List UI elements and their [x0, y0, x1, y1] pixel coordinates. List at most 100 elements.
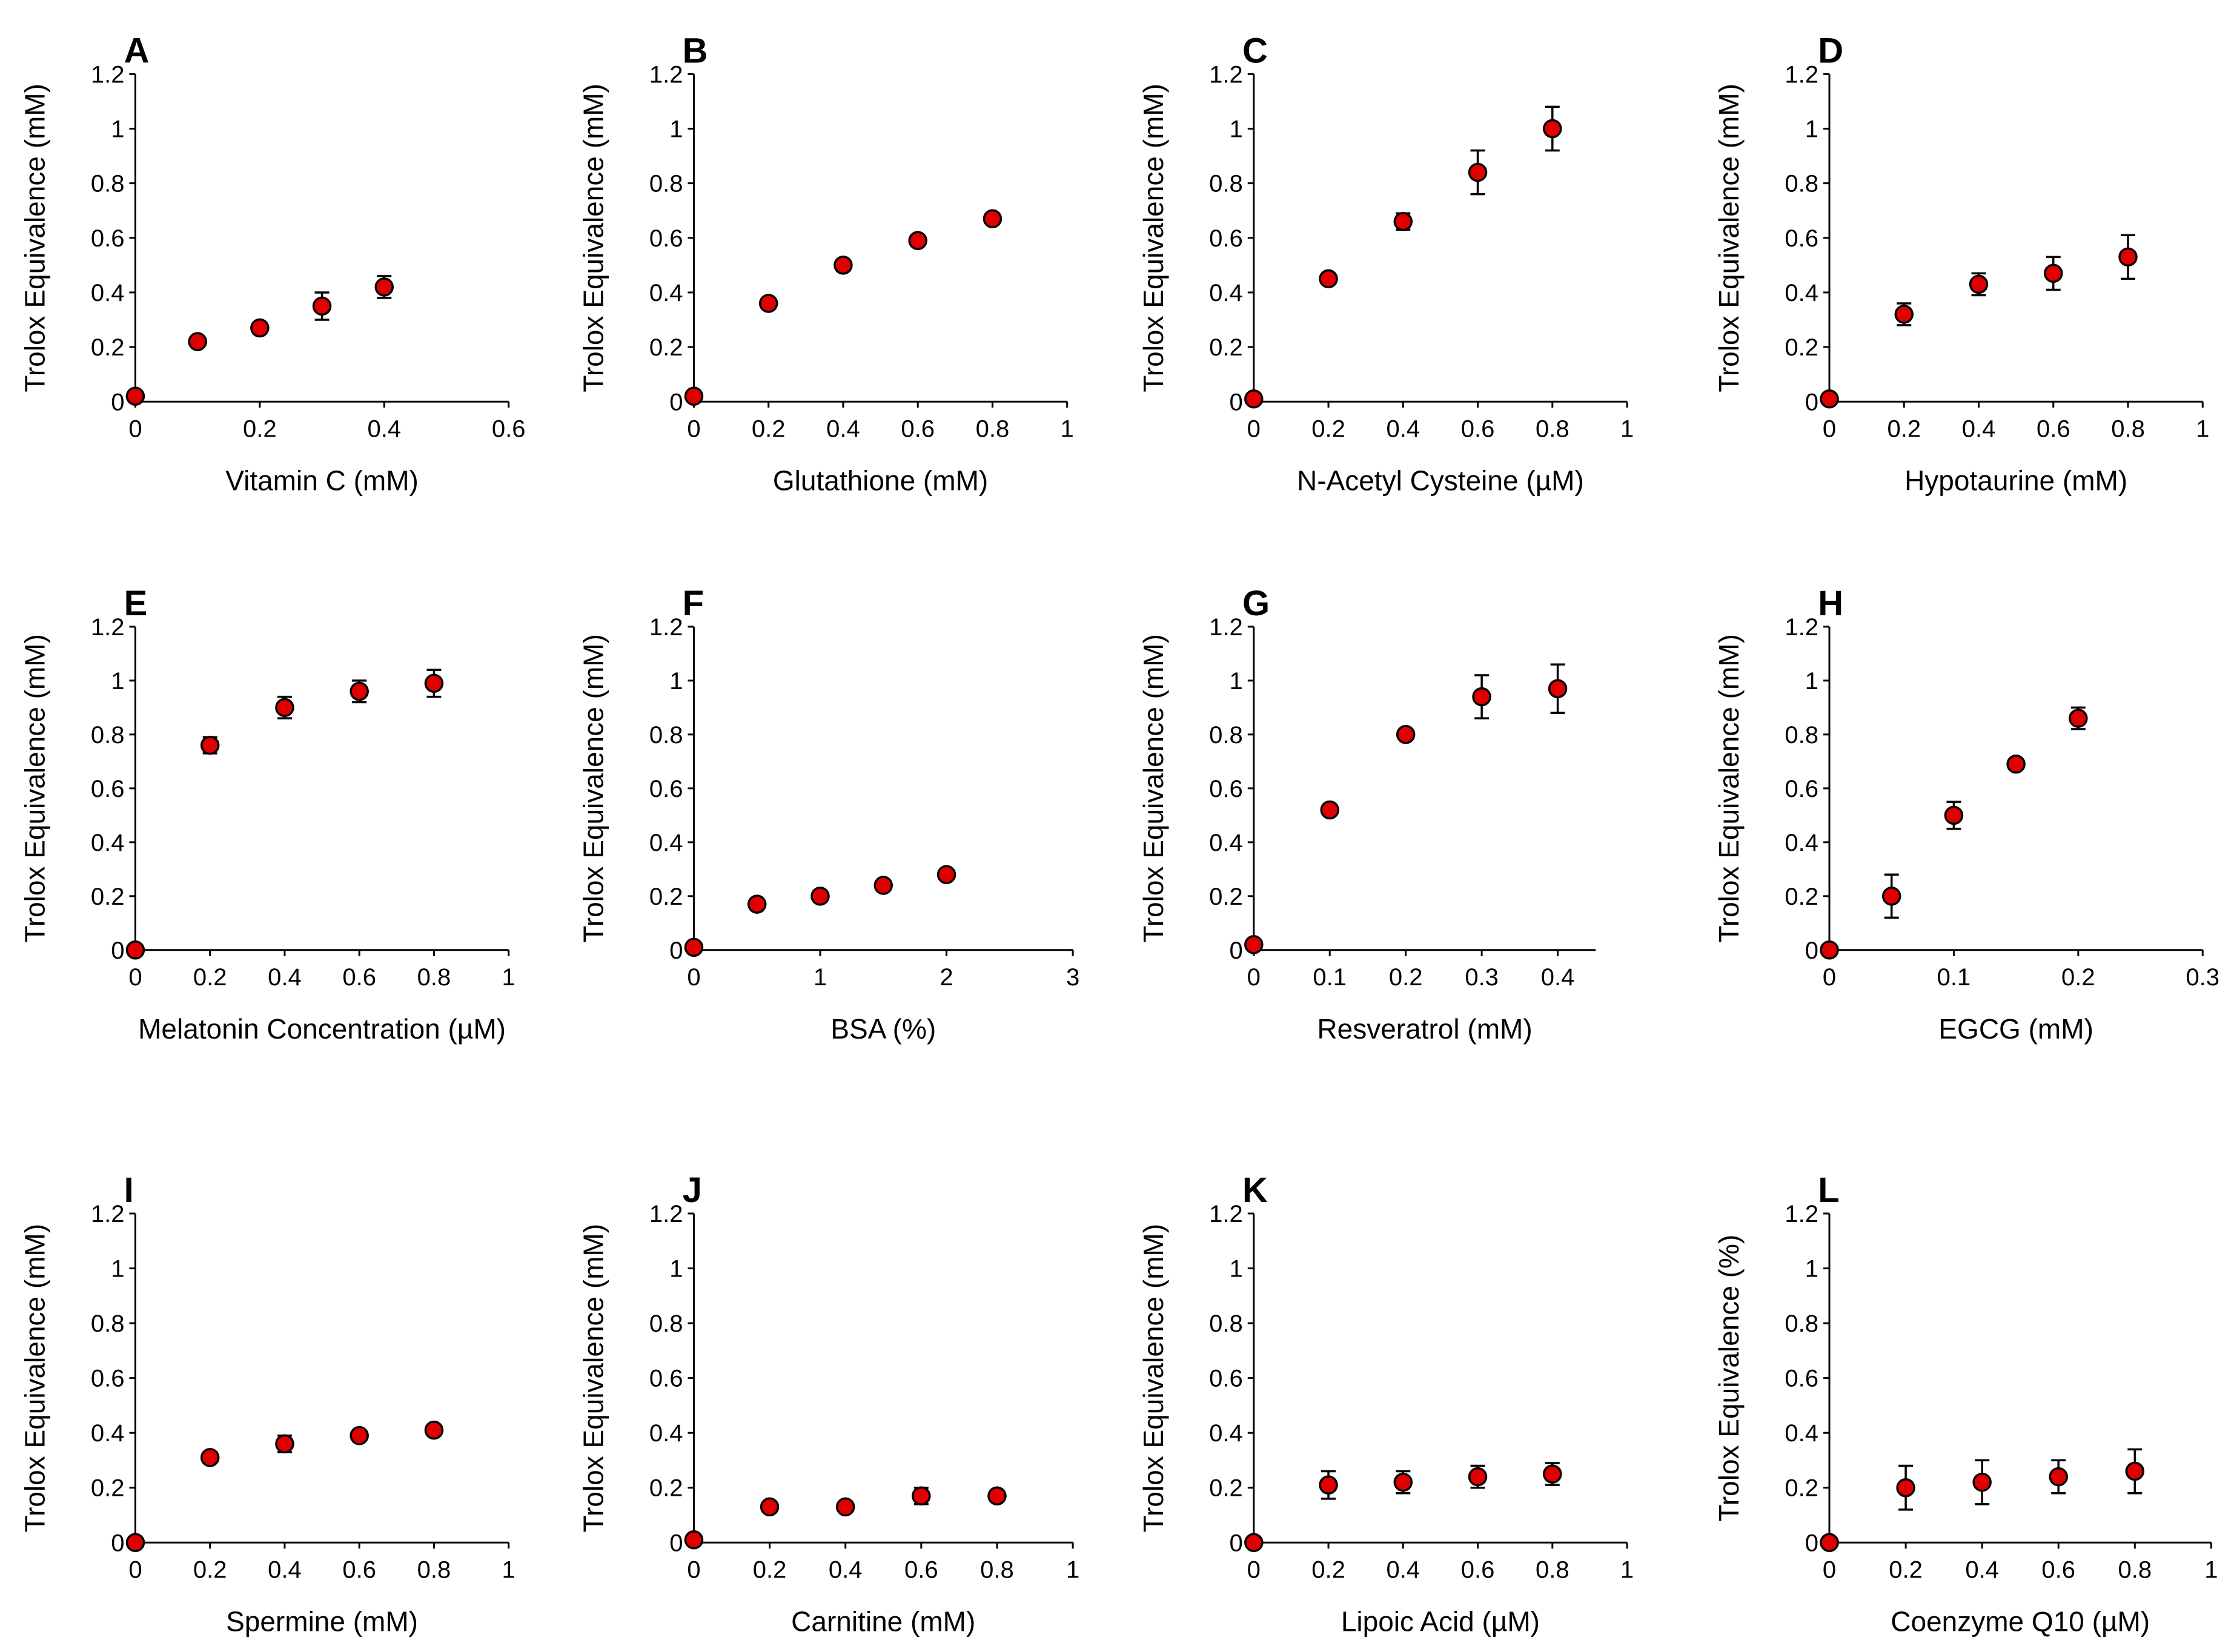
- data-point: [912, 1486, 931, 1506]
- y-tick-label: 0.4: [1209, 830, 1243, 856]
- panel-letter: B: [683, 31, 708, 70]
- x-tick-label: 0.3: [1465, 964, 1499, 991]
- y-tick-label: 0.8: [1209, 722, 1243, 748]
- y-tick-label: 1.2: [1785, 1201, 1818, 1227]
- panel-letter: G: [1242, 584, 1270, 623]
- data-point: [2118, 247, 2138, 267]
- x-tick-label: 3: [1066, 964, 1079, 991]
- y-tick-label: 1.2: [1209, 1201, 1243, 1227]
- data-point: [1881, 887, 1901, 906]
- y-tick-label: 0.4: [649, 1420, 683, 1447]
- y-tick-label: 0: [111, 1530, 124, 1556]
- data-point: [350, 681, 369, 701]
- data-point: [424, 1420, 444, 1440]
- y-tick-label: 0.4: [1209, 1420, 1243, 1447]
- x-tick-label: 0.4: [268, 1556, 302, 1583]
- data-point: [424, 673, 444, 693]
- data-point: [2125, 1461, 2145, 1481]
- y-tick-label: 0.4: [91, 280, 125, 306]
- y-tick-label: 0: [669, 937, 683, 964]
- y-tick-label: 0: [669, 389, 683, 415]
- data-point: [1396, 725, 1416, 744]
- y-tick-label: 0.6: [649, 1366, 683, 1392]
- y-tick-label: 0.4: [91, 1420, 125, 1447]
- y-tick-label: 0.2: [1209, 1475, 1243, 1502]
- y-tick-label: 0.2: [91, 884, 125, 910]
- chart-panel-k: K 0 0.2 0.4 0.6 0.8 1 1.2 0 0.2 0.4 0.6 0.8 1 Lipoic A…: [1138, 1171, 1634, 1637]
- y-tick-label: 0.6: [1209, 776, 1243, 802]
- data-point: [1820, 940, 1839, 960]
- data-point: [125, 386, 145, 406]
- y-axis-title: Trolox Equivalence (%): [1713, 1235, 1745, 1522]
- y-tick-label: 0: [1805, 1530, 1818, 1556]
- data-point: [2044, 263, 2063, 283]
- x-tick-label: 0: [1247, 415, 1261, 442]
- data-point: [936, 865, 956, 884]
- data-point: [1320, 800, 1339, 820]
- data-point: [275, 1434, 294, 1454]
- x-tick-label: 0.8: [2118, 1556, 2152, 1583]
- data-point: [1969, 274, 1989, 294]
- x-tick-label: 0: [128, 1556, 142, 1583]
- y-tick-label: 0.6: [1209, 1366, 1243, 1392]
- data-point: [908, 231, 927, 251]
- data-point: [684, 1530, 704, 1550]
- x-tick-label: 0.3: [2186, 964, 2219, 991]
- data-point: [1244, 1533, 1264, 1553]
- data-point: [1472, 687, 1491, 707]
- y-tick-label: 1: [669, 1255, 683, 1282]
- chart-panel-b: B 0 0.2 0.4 0.6 0.8 1 1.2 0 0.2 0.4 0.6 0.8 1 Glutathi…: [577, 31, 1073, 496]
- chart-panel-f: F 0 0.2 0.4 0.6 0.8 1 1.2 0 1 2 3 BSA (%) Trolox Equi…: [577, 584, 1079, 1045]
- data-point: [835, 1497, 855, 1517]
- x-tick-label: 0.6: [2041, 1556, 2075, 1583]
- x-tick-label: 0.2: [2061, 964, 2095, 991]
- data-point: [1393, 211, 1413, 231]
- x-tick-label: 1: [1620, 415, 1634, 442]
- x-axis-title: Carnitine (mM): [791, 1605, 975, 1637]
- y-axis-title: Trolox Equivalence (mM): [1138, 1224, 1169, 1533]
- x-axis-title: Glutathione (mM): [773, 464, 988, 496]
- y-tick-label: 0: [1230, 389, 1243, 415]
- x-tick-label: 0.2: [193, 964, 227, 991]
- data-point: [873, 876, 893, 895]
- data-point: [250, 318, 270, 338]
- panel-letter: F: [683, 584, 704, 623]
- x-tick-label: 0.6: [1461, 415, 1495, 442]
- y-tick-label: 1: [1230, 1255, 1243, 1282]
- x-axis-title: Coenzyme Q10 (µM): [1891, 1605, 2150, 1637]
- panel-letter: E: [124, 584, 148, 623]
- y-axis-title: Trolox Equivalence (mM): [19, 634, 50, 943]
- x-axis-title: EGCG (mM): [1938, 1013, 2093, 1045]
- data-point: [1972, 1472, 1992, 1492]
- data-point: [2006, 755, 2026, 774]
- x-tick-label: 0.4: [1962, 415, 1996, 442]
- y-tick-label: 0.6: [649, 225, 683, 252]
- y-tick-label: 0.4: [91, 830, 125, 856]
- data-point: [1319, 269, 1338, 289]
- x-tick-label: 0.4: [367, 415, 401, 442]
- x-tick-label: 0.6: [904, 1556, 938, 1583]
- data-point: [1244, 935, 1264, 954]
- x-tick-label: 0: [1247, 1556, 1261, 1583]
- y-tick-label: 1: [1805, 116, 1818, 142]
- x-tick-label: 0.8: [2111, 415, 2145, 442]
- y-tick-label: 1.2: [649, 1201, 683, 1227]
- chart-panel-a: A 0 0.2 0.4 0.6 0.8 1 1.2 0 0.2 0.4 0.6 Vitamin C (m…: [19, 31, 525, 496]
- x-tick-label: 0: [1823, 964, 1836, 991]
- y-tick-label: 0.2: [1209, 884, 1243, 910]
- data-point: [374, 277, 394, 297]
- data-point: [2069, 709, 2088, 728]
- panel-letter: J: [683, 1171, 702, 1210]
- x-tick-label: 0.6: [492, 415, 526, 442]
- x-tick-label: 1: [502, 1556, 515, 1583]
- x-tick-label: 0.4: [829, 1556, 863, 1583]
- panel-letter: I: [124, 1171, 134, 1210]
- x-tick-label: 0.2: [1311, 415, 1345, 442]
- chart-panel-c: C 0 0.2 0.4 0.6 0.8 1 1.2 0 0.2 0.4 0.6 0.8 1 N-Acetyl…: [1138, 31, 1634, 496]
- y-axis-title: Trolox Equivalence (mM): [19, 1224, 50, 1533]
- y-tick-label: 0.4: [649, 280, 683, 306]
- data-point: [125, 940, 145, 960]
- x-tick-label: 0: [687, 964, 700, 991]
- x-tick-label: 0.2: [753, 1556, 787, 1583]
- y-tick-label: 1.2: [1209, 61, 1243, 88]
